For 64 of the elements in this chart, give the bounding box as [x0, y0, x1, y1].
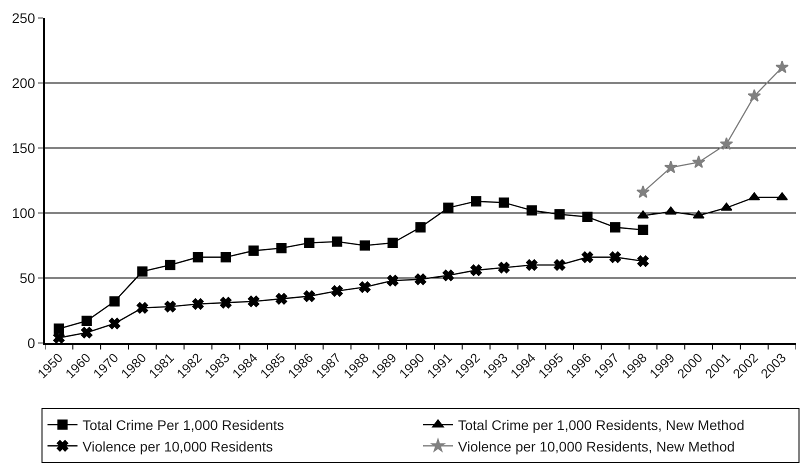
point — [164, 300, 176, 312]
point — [720, 202, 732, 211]
point — [692, 155, 706, 168]
point — [165, 260, 176, 270]
point — [470, 196, 482, 206]
point — [692, 210, 704, 218]
y-tick-label: 100 — [12, 204, 36, 221]
point — [359, 281, 371, 293]
point — [443, 202, 454, 213]
point — [304, 238, 314, 248]
legend-label: Violence per 10,000 Residents — [82, 438, 273, 454]
point — [442, 270, 454, 282]
y-tick-label: 150 — [12, 140, 36, 156]
point — [276, 293, 288, 305]
point — [414, 274, 426, 286]
point — [582, 251, 594, 263]
point — [276, 242, 287, 254]
point — [109, 296, 120, 307]
point — [248, 296, 260, 308]
point — [220, 296, 232, 308]
point — [80, 326, 92, 338]
point — [498, 197, 510, 208]
point — [53, 332, 65, 344]
point — [748, 89, 761, 102]
legend-label: Total Crime Per 1,000 Residents — [82, 417, 284, 434]
point — [54, 324, 64, 334]
point — [470, 264, 482, 276]
point — [609, 251, 621, 263]
legend-label: Violence per 10,000 Residents, New Method — [458, 438, 735, 454]
point — [415, 222, 426, 232]
point — [192, 252, 204, 262]
point — [360, 240, 370, 251]
point — [498, 262, 510, 274]
point — [554, 259, 566, 271]
point — [220, 252, 231, 262]
y-tick-label: 50 — [20, 270, 36, 286]
point — [388, 238, 398, 248]
point — [637, 210, 649, 218]
point — [720, 137, 734, 150]
point — [664, 160, 678, 174]
point — [108, 318, 120, 330]
point — [637, 255, 649, 267]
point — [192, 298, 204, 310]
point — [82, 316, 92, 326]
y-tick-label: 0 — [27, 334, 36, 351]
y-tick-label: 200 — [12, 74, 36, 91]
point — [776, 192, 788, 200]
point — [248, 246, 259, 256]
point — [303, 290, 315, 302]
point — [582, 212, 593, 222]
point — [775, 60, 789, 74]
point — [386, 274, 398, 286]
point — [610, 222, 620, 232]
point — [636, 185, 650, 198]
legend-label: Total Crime per 1,000 Residents, New Method — [458, 417, 744, 434]
point — [526, 205, 537, 216]
point — [331, 285, 343, 297]
point — [554, 209, 565, 220]
point — [136, 302, 148, 314]
point — [137, 266, 148, 277]
point — [638, 224, 648, 236]
y-tick-label: 250 — [12, 10, 36, 26]
point — [526, 259, 538, 271]
point — [332, 236, 342, 247]
